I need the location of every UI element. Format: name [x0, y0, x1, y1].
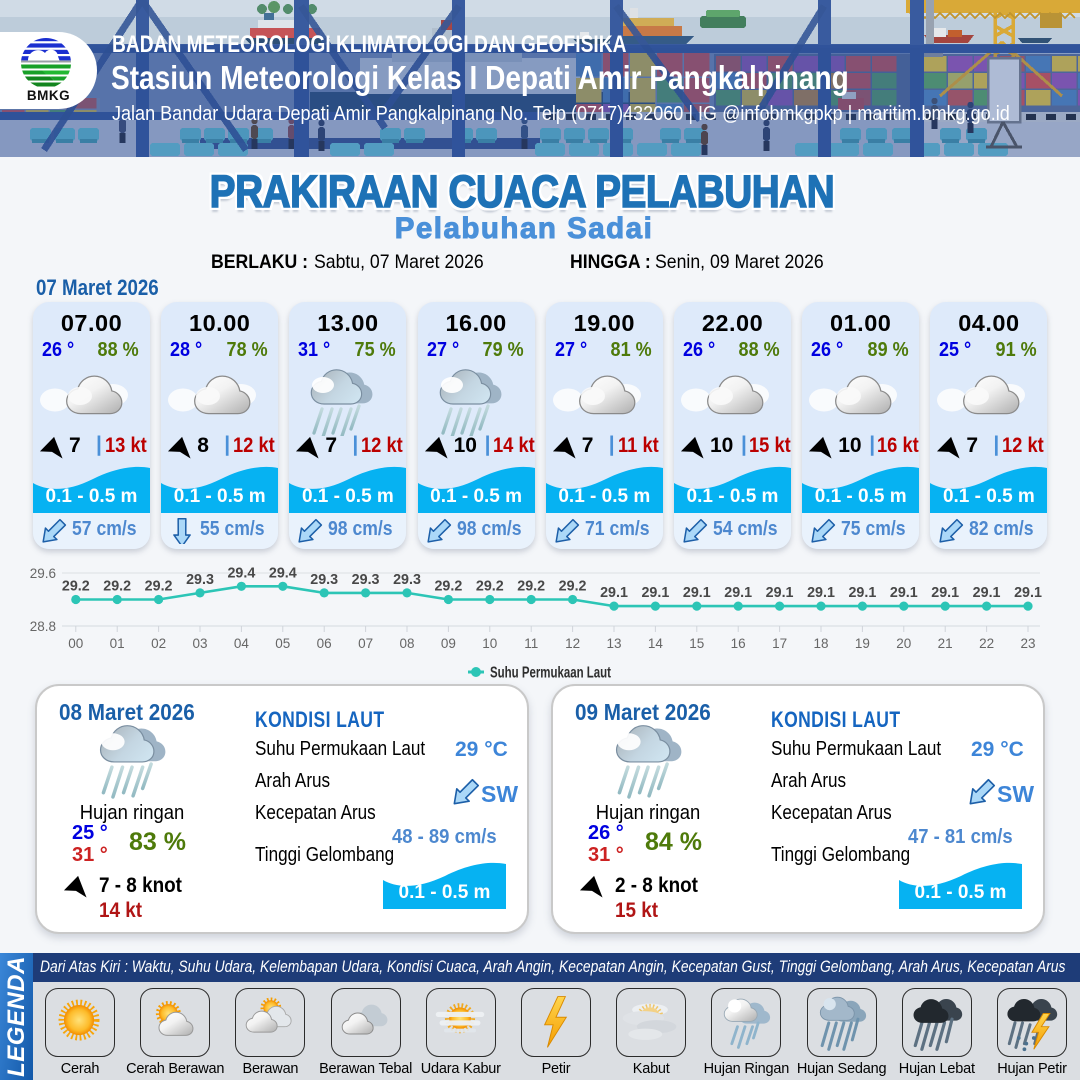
svg-text:29.2: 29.2 [559, 579, 587, 595]
svg-text:07: 07 [358, 636, 373, 651]
svg-text:29.6: 29.6 [30, 566, 56, 581]
svg-text:22: 22 [979, 636, 994, 651]
svg-text:09: 09 [441, 636, 456, 651]
svg-text:29.4: 29.4 [269, 565, 297, 581]
svg-text:29.2: 29.2 [145, 579, 173, 595]
svg-text:00: 00 [68, 636, 83, 651]
svg-text:29.1: 29.1 [848, 585, 876, 601]
svg-text:29.3: 29.3 [393, 572, 421, 588]
svg-text:Suhu Permukaan Laut: Suhu Permukaan Laut [490, 665, 611, 682]
svg-text:29.1: 29.1 [890, 585, 918, 601]
svg-text:29.1: 29.1 [724, 585, 752, 601]
svg-text:29.1: 29.1 [1014, 585, 1042, 601]
svg-text:20: 20 [896, 636, 911, 651]
svg-text:29.1: 29.1 [931, 585, 959, 601]
svg-text:02: 02 [151, 636, 166, 651]
svg-text:05: 05 [275, 636, 290, 651]
svg-text:29.2: 29.2 [517, 579, 545, 595]
svg-text:29.2: 29.2 [476, 579, 504, 595]
svg-text:12: 12 [565, 636, 580, 651]
svg-text:15: 15 [689, 636, 704, 651]
svg-text:11: 11 [524, 636, 538, 651]
svg-text:29.1: 29.1 [973, 585, 1001, 601]
svg-text:16: 16 [731, 636, 746, 651]
svg-text:29.1: 29.1 [641, 585, 669, 601]
svg-text:29.3: 29.3 [186, 572, 214, 588]
svg-text:29.2: 29.2 [103, 579, 131, 595]
svg-text:23: 23 [1020, 636, 1035, 651]
svg-text:21: 21 [938, 636, 953, 651]
svg-text:29.2: 29.2 [434, 579, 462, 595]
svg-text:29.3: 29.3 [310, 572, 338, 588]
svg-text:08: 08 [399, 636, 414, 651]
svg-text:29.3: 29.3 [352, 572, 380, 588]
svg-text:29.1: 29.1 [683, 585, 711, 601]
svg-text:17: 17 [772, 636, 787, 651]
svg-text:29.2: 29.2 [62, 579, 90, 595]
svg-text:19: 19 [855, 636, 870, 651]
svg-text:01: 01 [110, 636, 125, 651]
svg-text:14: 14 [648, 636, 664, 651]
svg-text:06: 06 [317, 636, 332, 651]
svg-text:04: 04 [234, 636, 250, 651]
svg-text:18: 18 [813, 636, 828, 651]
svg-text:28.8: 28.8 [30, 619, 56, 634]
svg-text:29.4: 29.4 [227, 565, 255, 581]
svg-text:03: 03 [192, 636, 207, 651]
svg-text:29.1: 29.1 [807, 585, 835, 601]
svg-text:13: 13 [606, 636, 621, 651]
svg-text:10: 10 [482, 636, 497, 651]
svg-text:29.1: 29.1 [766, 585, 794, 601]
svg-text:29.1: 29.1 [600, 585, 628, 601]
